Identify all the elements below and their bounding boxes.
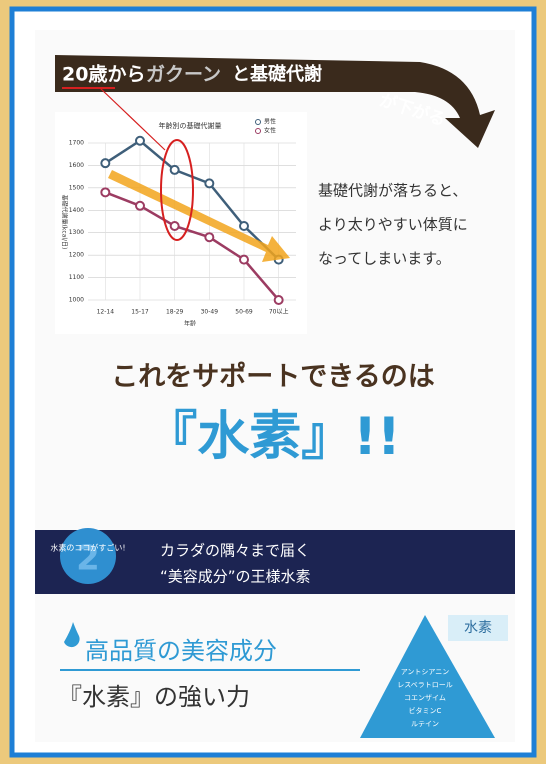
x-tick-label: 15-17 — [131, 309, 149, 316]
chart-title: 年齢別の基礎代謝量 — [159, 121, 222, 130]
point — [135, 200, 145, 211]
badge-number: 2 — [76, 539, 100, 579]
drop-icon — [64, 622, 80, 648]
quality-title: 高品質の美容成分 — [85, 637, 277, 665]
legend-swatch — [255, 119, 261, 125]
y-tick-label: 1300 — [69, 229, 84, 236]
pyramid-item: アントシアニン — [401, 668, 450, 676]
badge — [60, 528, 116, 584]
x-tick-label: 18-29 — [166, 309, 184, 316]
line — [104, 191, 280, 301]
banner-text: ガクーン — [146, 64, 221, 86]
highlight — [160, 139, 194, 241]
point — [239, 220, 249, 231]
chart: 年齢別の基礎代謝量 1000 1100 1200 1300 1400 1500 1600 170… — [55, 87, 307, 334]
side-text: なってしまいます。 — [318, 250, 451, 268]
legend-swatch — [255, 128, 261, 134]
pyramid-item: ルテイン — [411, 720, 439, 728]
banner-text: 20歳から — [62, 64, 145, 86]
pyramid-top: 水素 — [464, 620, 492, 636]
side-text: より太りやすい体質に — [318, 216, 468, 234]
point — [273, 295, 284, 305]
pyramid-item: レスベラトロール — [397, 681, 453, 689]
y-tick-label: 1400 — [69, 207, 84, 214]
pyramid — [360, 615, 495, 738]
point — [100, 158, 111, 169]
pointer — [99, 87, 166, 151]
point — [239, 254, 249, 265]
y-tick-label: 1200 — [69, 252, 84, 259]
x-tick-label: 70以上 — [269, 308, 289, 316]
point-text: “美容成分”の王様水素 — [160, 568, 311, 586]
legend-label: 男性 — [264, 118, 276, 126]
legend-label: 女性 — [264, 127, 276, 135]
banner-shape — [55, 55, 495, 148]
hydrogen-text: 『水素』!! — [145, 407, 400, 467]
point — [100, 187, 111, 198]
side-text: 基礎代謝が落ちると、 — [318, 182, 467, 200]
pyramid-item: コエンザイム — [404, 694, 446, 702]
support-text: これをサポートできるのは — [111, 362, 434, 393]
pyramid-item: ビタミンC — [409, 706, 442, 715]
point — [169, 164, 180, 175]
x-tick-label: 50-69 — [235, 309, 253, 316]
plot-bg — [55, 112, 307, 334]
x-axis-label: 年齢 — [184, 320, 196, 328]
point — [169, 220, 180, 231]
x-tick-label: 12-14 — [97, 309, 115, 316]
quality-subtitle: 『水素』の強い力 — [58, 683, 250, 711]
y-tick-label: 1100 — [69, 274, 84, 281]
point — [135, 135, 145, 146]
point — [204, 178, 215, 189]
y-tick-label: 1000 — [69, 297, 84, 304]
y-tick-label: 1600 — [69, 162, 84, 169]
y-axis-label: 基礎代謝量(kcal/日) — [61, 195, 69, 250]
badge-text: 水素のココがすごい! — [50, 543, 125, 553]
point — [204, 232, 215, 243]
trend-arrow — [108, 170, 290, 262]
banner-text: と基礎代謝 — [232, 63, 322, 85]
pyramid-tag — [448, 615, 508, 641]
point-text: カラダの隅々まで届く — [160, 542, 310, 560]
y-tick-label: 1700 — [69, 140, 84, 147]
x-tick-label: 30-49 — [201, 309, 219, 316]
y-tick-label: 1500 — [69, 184, 84, 191]
